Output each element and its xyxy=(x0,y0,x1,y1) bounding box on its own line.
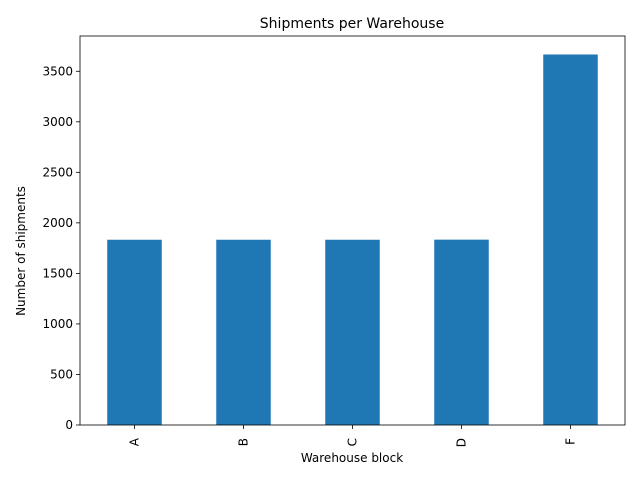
y-tick-label: 2500 xyxy=(42,165,73,179)
x-tick-label-B: B xyxy=(237,438,251,446)
y-tick-label: 3500 xyxy=(42,64,73,78)
y-tick-label: 2000 xyxy=(42,216,73,230)
x-axis-label: Warehouse block xyxy=(301,451,403,465)
bar-A xyxy=(107,239,162,425)
y-tick-label: 3000 xyxy=(42,115,73,129)
chart-title: Shipments per Warehouse xyxy=(260,16,444,32)
y-tick-label: 1500 xyxy=(42,266,73,280)
x-tick-label-D: D xyxy=(455,438,469,447)
x-tick-label-A: A xyxy=(128,437,142,446)
bars-group xyxy=(107,54,598,425)
y-tick-label: 1000 xyxy=(42,317,73,331)
y-axis-label: Number of shipments xyxy=(14,186,28,316)
y-axis-ticks: 0 500 1000 1500 2000 2500 3000 3500 xyxy=(42,64,80,432)
x-tick-label-C: C xyxy=(346,438,360,446)
y-tick-label: 0 xyxy=(65,418,73,432)
bar-D xyxy=(434,239,489,425)
bar-F xyxy=(543,54,598,425)
bar-C xyxy=(325,239,380,425)
plot-frame xyxy=(79,35,626,426)
x-tick-label-F: F xyxy=(564,438,578,445)
y-tick-label: 500 xyxy=(50,367,73,381)
bar-B xyxy=(216,239,271,425)
